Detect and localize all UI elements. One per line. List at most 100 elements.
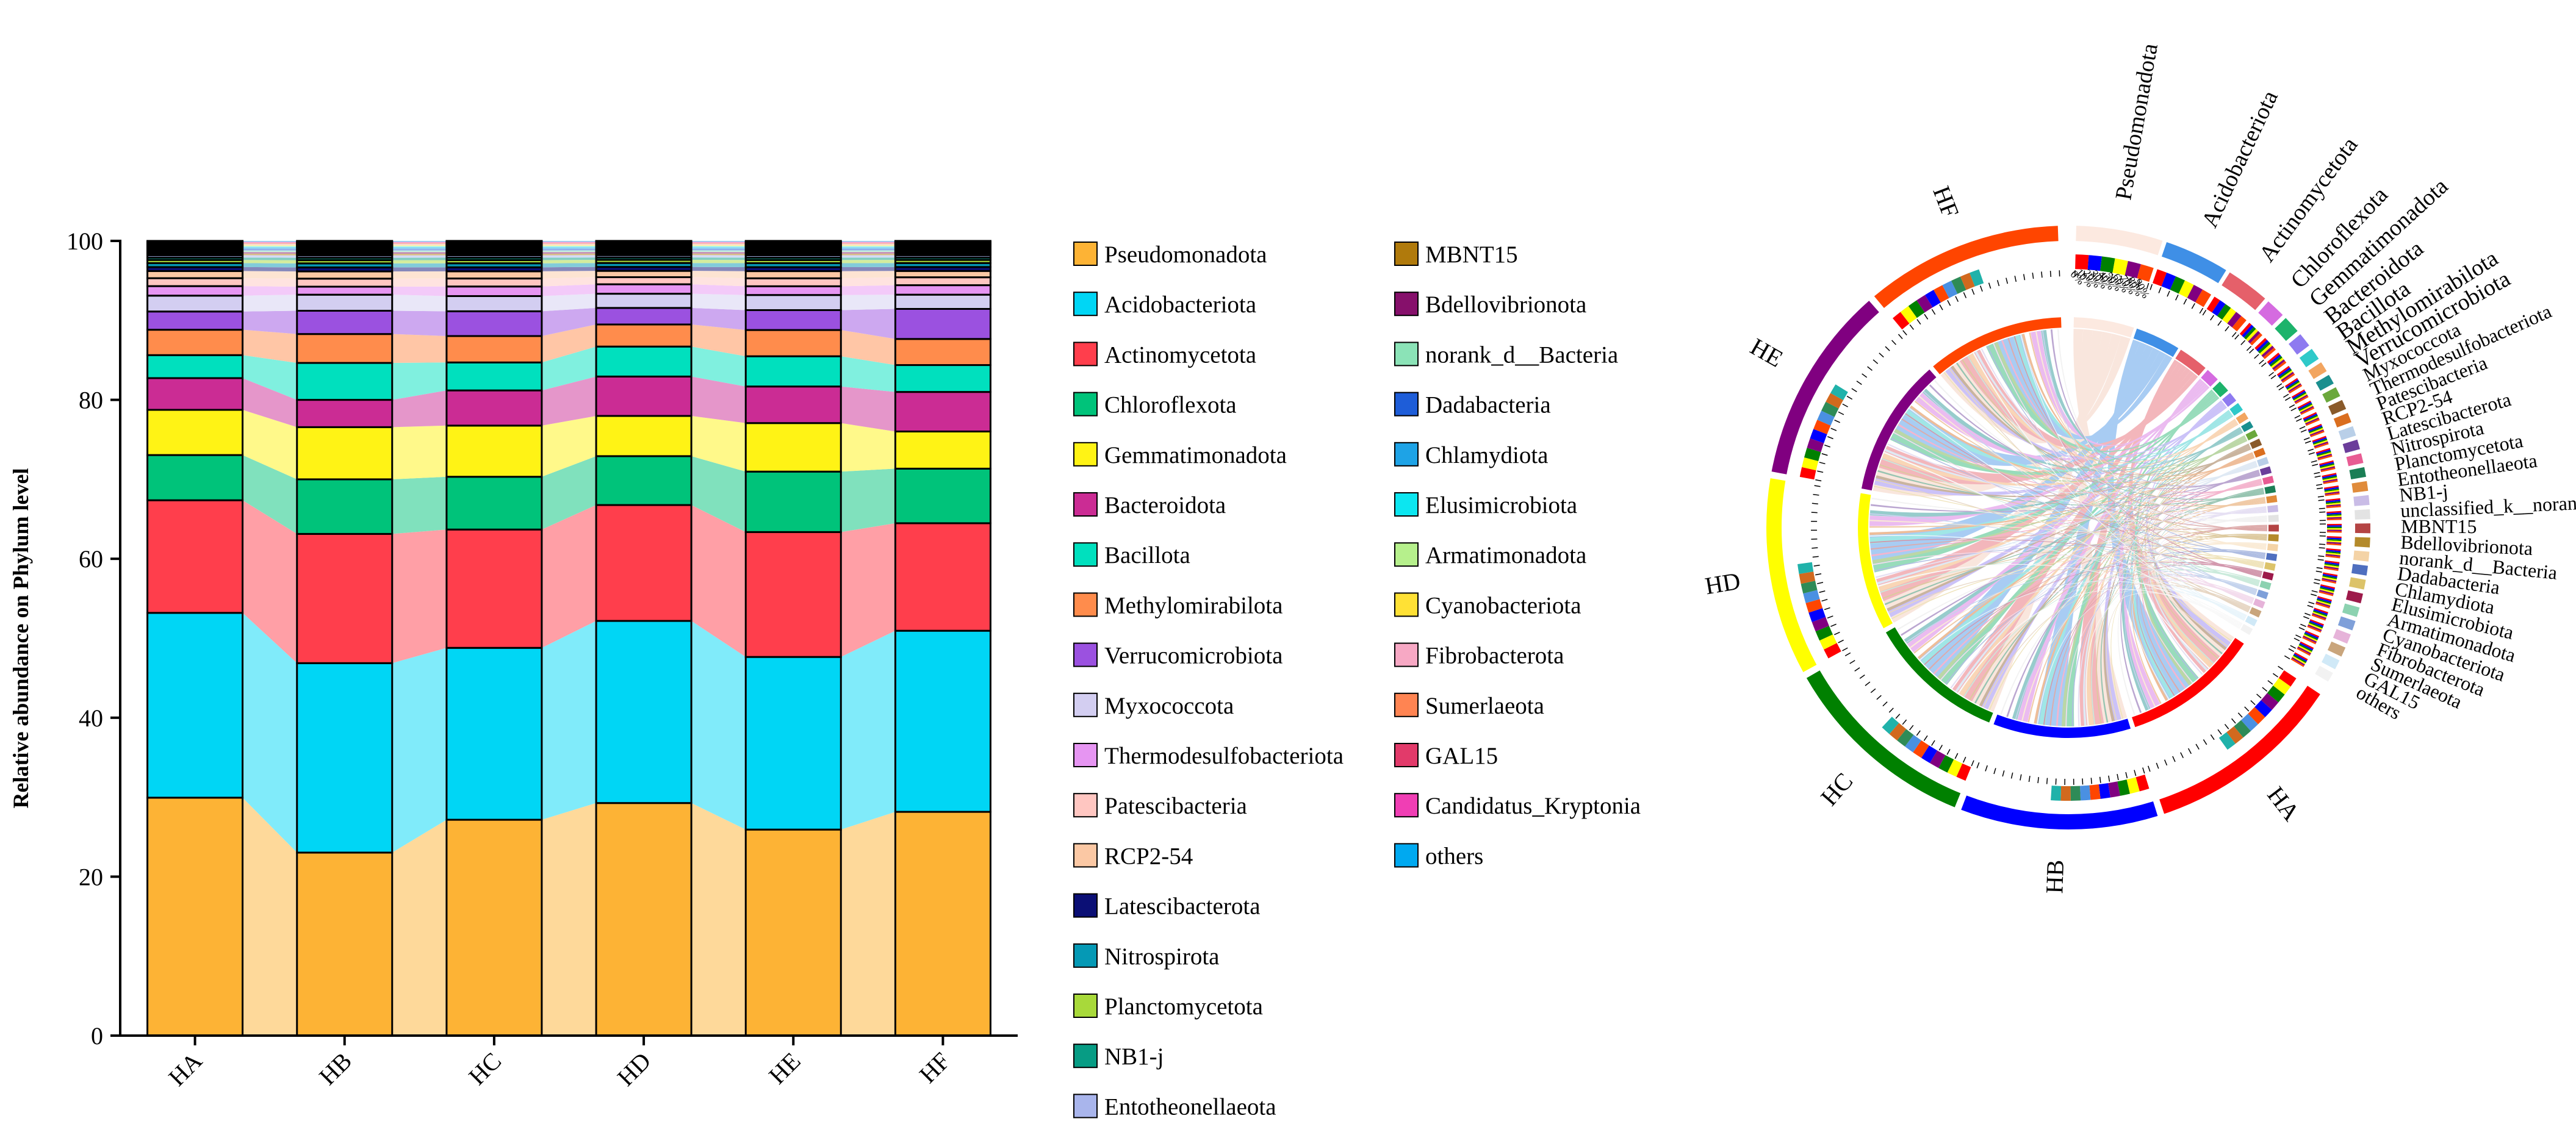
taxon-mid-ring-Bdellovibrionota-5 <box>2326 543 2342 546</box>
bar-segment-Chloroflexota-HA <box>146 454 244 501</box>
ring-tick <box>2272 673 2278 678</box>
ring-tick <box>1824 444 1830 448</box>
band-Thermodesulfobacteriota-0 <box>242 286 297 296</box>
ring-tick <box>2046 778 2048 784</box>
ring-tick <box>1931 309 1936 315</box>
taxon-mid-ring-unclassified_k__norank_d__Bacteria-4 <box>2326 517 2342 519</box>
legend-label-Sumerlaeota: Sumerlaeota <box>1425 693 1544 719</box>
bar-segment-Chloroflexota-HF <box>894 467 991 525</box>
bar-segment-Acidobacteriota-HA <box>146 612 244 799</box>
ring-tick <box>2294 415 2301 419</box>
ring-tick <box>2295 634 2301 639</box>
band-Dadabacteria-3 <box>691 248 746 251</box>
taxon-inner-arc-Sumerlaeota <box>2249 607 2262 618</box>
bar-segment-Actinomycetota-HB <box>296 532 394 664</box>
band-Actinomycetota-1 <box>392 529 447 664</box>
sample-mid-ring-HF-6 <box>1942 281 1958 298</box>
ring-tick <box>2023 274 2026 281</box>
band-NB1-j-4 <box>841 257 896 260</box>
band-Gemmatimonadota-3 <box>691 415 746 472</box>
taxon-mid-ring-Elusimicrobiota-5 <box>2319 591 2334 596</box>
band-Thermodesulfobacteriota-4 <box>841 285 896 295</box>
chord-link-HD-Thermodesulfobacteriota <box>1887 446 2251 612</box>
ring-tick <box>2195 743 2200 750</box>
taxon-mid-ring-Chlamydiota-4 <box>2322 578 2337 582</box>
ring-tick <box>2319 543 2326 545</box>
taxon-mid-ring-Planctomycetota-1 <box>2322 474 2337 479</box>
sample-inner-arc-HD <box>1858 493 1893 629</box>
taxon-mid-ring-Dadabacteria-2 <box>2324 563 2339 567</box>
ring-tick <box>1821 598 1828 602</box>
legend-swatch-Actinomycetota <box>1073 342 1098 367</box>
ring-tick <box>2304 440 2311 444</box>
taxon-mid-ring-Acidobacteriota-1 <box>2161 272 2176 290</box>
ring-tick <box>2231 718 2236 724</box>
sample-mid-ring-HB-6 <box>2080 785 2091 801</box>
ring-tick <box>2117 774 2119 781</box>
sample-mid-ring-HE-5 <box>1813 420 1831 435</box>
taxon-mid-ring-Elusimicrobiota-2 <box>2320 587 2335 592</box>
band-Verrucomicrobiota-0 <box>242 310 297 334</box>
taxon-mid-ring-Fibrobacterota-3 <box>2308 623 2323 630</box>
ring-tick <box>2210 734 2215 740</box>
taxon-inner-arc-Methylomirabilota <box>2236 412 2249 424</box>
sample-mid-ring-HC-1 <box>1947 759 1963 777</box>
band-Bdellovibrionota-2 <box>541 252 597 254</box>
ring-tick <box>2172 756 2176 762</box>
ring-tick <box>2137 280 2140 287</box>
chord-label-HB: HB <box>2040 859 2069 894</box>
bar-segment-Bacillota-HB <box>296 362 394 401</box>
ring-tick <box>1938 745 1943 751</box>
taxon-mid-ring-RCP2-54-1 <box>2312 437 2327 443</box>
band-Actinomycetota-2 <box>541 505 597 648</box>
bar-segment-Bacillota-HF <box>894 364 991 393</box>
taxon-mid-ring-Cyanobacteriota-0 <box>2314 607 2328 614</box>
taxon-mid-ring-Dadabacteria-3 <box>2324 564 2339 568</box>
taxon-mid-ring-Acidobacteriota-5 <box>2195 289 2212 307</box>
ring-tick <box>2164 759 2168 766</box>
taxon-mid-ring-Planctomycetota-0 <box>2322 473 2337 478</box>
taxon-outer-arc-Verrucomicrobiota <box>2315 374 2334 391</box>
chord-link-HC-Acidobacteriota <box>1919 345 2154 680</box>
legend-swatch-Armatimonadota <box>1394 542 1419 567</box>
taxon-mid-ring-norank_d__Bacteria-0 <box>2326 548 2341 551</box>
ring-tick <box>2307 604 2314 608</box>
ring-tick <box>1816 582 1824 584</box>
band-Myxococcota-1 <box>392 295 447 312</box>
taxon-mid-ring-Patescibacteria-2 <box>2308 426 2323 434</box>
taxon-mid-ring-Latescibacterota-0 <box>2315 448 2331 454</box>
band-Entotheonellaeota-0 <box>242 255 297 258</box>
bar-segment-Gemmatimonadota-HE <box>744 422 842 473</box>
ring-tick <box>1854 667 1860 671</box>
chord-label-MBNT15: MBNT15 <box>2401 515 2477 537</box>
taxon-inner-arc-Bacillota <box>2229 403 2243 416</box>
y-tick-label-0: 0 <box>91 1022 103 1050</box>
band-Planctomycetota-1 <box>392 260 447 263</box>
ring-tick <box>1931 740 1935 746</box>
bar-top-cap-HE <box>746 241 841 254</box>
taxon-mid-ring-Actinomycetota-5 <box>2232 316 2247 332</box>
ring-tick <box>1815 479 1822 482</box>
ring-tick <box>2288 648 2295 653</box>
taxon-mid-ring-Gemmatimonadota-2 <box>2258 342 2271 354</box>
taxon-outer-arc-Bacteroidota <box>2289 334 2309 355</box>
legend-label-NB1-j: NB1-j <box>1104 1044 1164 1070</box>
legend-swatch-Nitrospirota <box>1073 943 1098 968</box>
ring-tick <box>1924 313 1929 320</box>
taxon-mid-ring-Sumerlaeota-2 <box>2304 632 2319 640</box>
chord-link-HF-Acidobacteriota <box>1994 334 2173 440</box>
taxon-mid-ring-Pseudomonadota-2 <box>2100 256 2115 273</box>
legend-label-Thermodesulfobacteriota: Thermodesulfobacteriota <box>1104 743 1344 769</box>
taxon-mid-ring-Bacteroidota-4 <box>2272 359 2286 370</box>
taxon-inner-arc-Armatimonadota <box>2259 580 2272 590</box>
ring-tick <box>1985 765 1988 772</box>
ring-tick <box>2289 404 2295 408</box>
sample-mid-ring-HC-8 <box>1889 723 1907 741</box>
band-Patescibacteria-0 <box>242 278 297 287</box>
chord-link-HB-Pseudomonadota <box>2078 329 2128 725</box>
taxon-outer-arc-Chloroflexota <box>2258 301 2283 326</box>
chord-label-HA: HA <box>2262 781 2305 826</box>
taxon-inner-arc-Latescibacterota <box>2259 466 2272 476</box>
ring-tick <box>1813 564 1820 567</box>
